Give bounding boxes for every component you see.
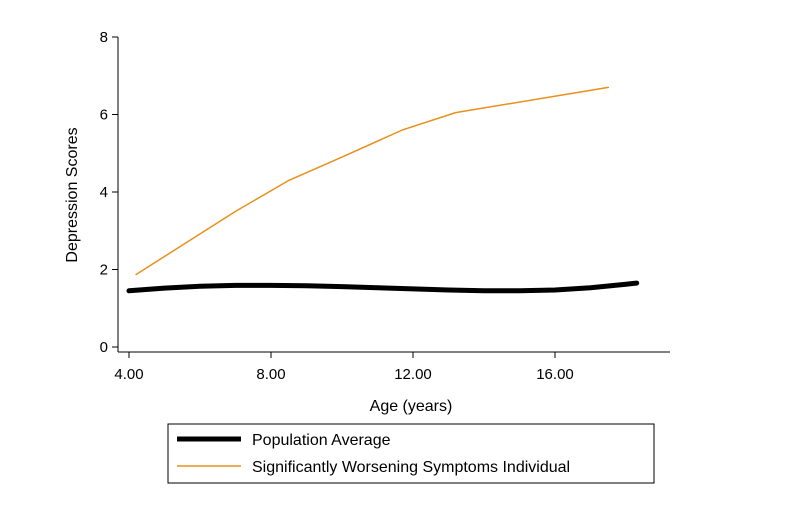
x-tick-label: 12.00: [394, 366, 432, 383]
x-tick-label: 8.00: [256, 366, 285, 383]
y-tick-label: 2: [100, 262, 108, 279]
y-ticks: 0 2 4 6 8: [100, 29, 118, 356]
series-line-population-average: [126, 280, 640, 294]
x-tick-label: 4.00: [114, 366, 143, 383]
y-tick-label: 0: [100, 339, 108, 356]
y-tick-label: 6: [100, 107, 108, 124]
y-axis-title: Depression Scores: [64, 127, 81, 262]
legend-label-worsening-individual: Significantly Worsening Symptoms Individ…: [252, 459, 570, 476]
legend-box: [167, 423, 655, 484]
legend: Population Average Significantly Worseni…: [167, 423, 655, 484]
series-line-worsening-individual: [135, 86, 610, 276]
series-layer: [126, 86, 640, 294]
x-tick-label: 16.00: [536, 366, 574, 383]
x-axis-title: Age (years): [370, 398, 453, 415]
x-ticks: 4.00 8.00 12.00 16.00: [114, 352, 574, 383]
y-tick-label: 4: [100, 184, 108, 201]
y-tick-label: 8: [100, 29, 108, 46]
axes: [117, 37, 670, 353]
legend-label-population-average: Population Average: [252, 432, 391, 449]
